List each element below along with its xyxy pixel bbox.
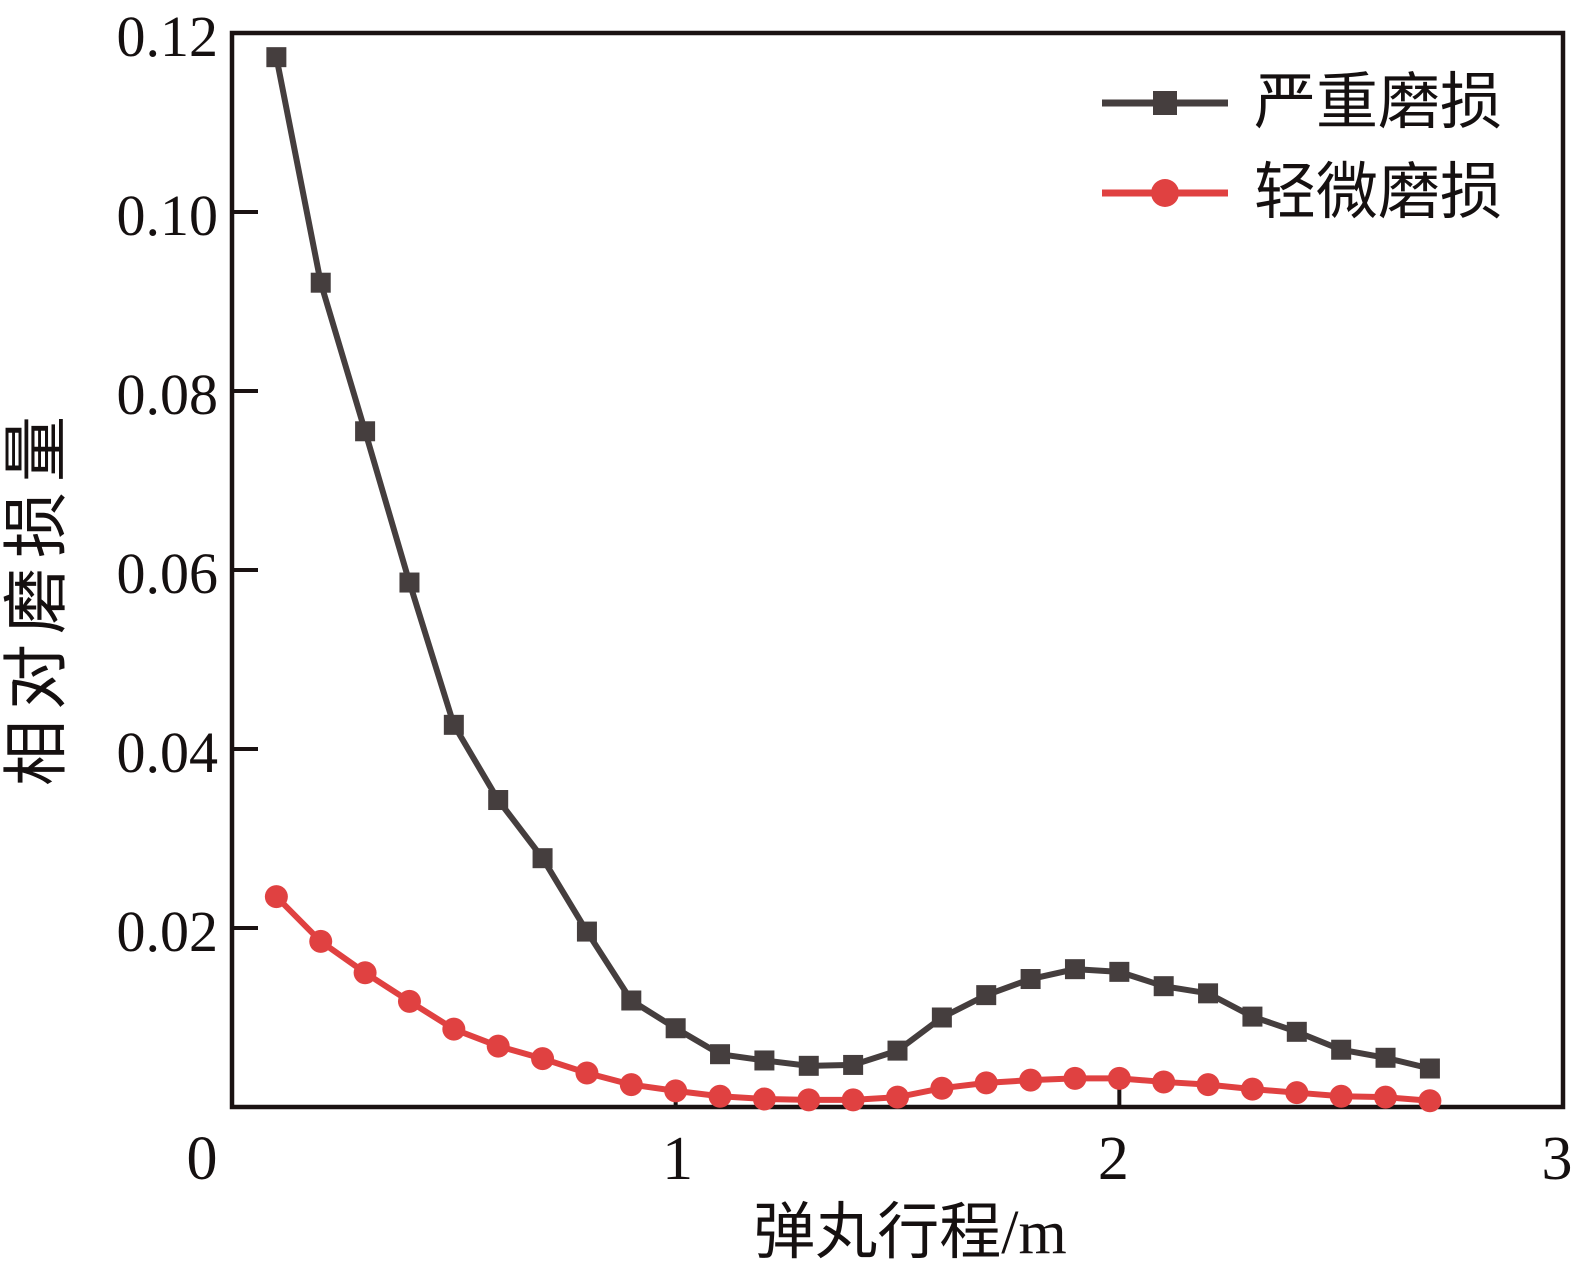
legend-swatch — [1102, 179, 1228, 207]
circle-marker — [1329, 1084, 1353, 1108]
square-marker — [976, 985, 997, 1006]
x-tick-label: 2 — [1097, 1125, 1129, 1193]
x-tick-label: 3 — [1541, 1125, 1573, 1193]
square-marker — [1153, 976, 1174, 997]
legend: 严重磨损 轻微磨损 — [1098, 72, 1502, 224]
square-marker — [1198, 983, 1219, 1004]
circle-marker — [531, 1047, 555, 1071]
square-marker — [1242, 1006, 1263, 1027]
legend-label: 轻微磨损 — [1254, 159, 1503, 227]
square-marker — [710, 1044, 731, 1065]
circle-marker — [664, 1079, 688, 1103]
square-marker — [843, 1054, 864, 1075]
circle-marker — [930, 1076, 954, 1100]
square-marker — [1109, 961, 1130, 982]
y-axis-title: 相对磨损量 — [1, 406, 74, 786]
square-marker — [310, 272, 331, 293]
circle-marker — [1152, 1070, 1176, 1094]
square-marker — [1064, 959, 1085, 980]
square-marker — [576, 921, 597, 942]
y-tick-label: 0.02 — [116, 899, 219, 964]
square-marker — [532, 848, 553, 869]
circle-marker — [353, 961, 377, 985]
circle-marker — [442, 1017, 466, 1041]
square-marker — [399, 572, 420, 593]
square-marker — [798, 1055, 819, 1076]
legend-item-0: 严重磨损 — [1098, 72, 1502, 134]
circle-marker — [575, 1061, 599, 1085]
circle-marker — [841, 1088, 865, 1112]
legend-item-1: 轻微磨损 — [1098, 162, 1502, 224]
square-marker — [665, 1018, 686, 1039]
y-tick-label: 0.12 — [116, 4, 219, 69]
y-tick-label: 0.08 — [116, 362, 219, 427]
square-marker — [621, 990, 642, 1011]
circle-marker — [1196, 1073, 1220, 1097]
legend-label: 严重磨损 — [1254, 69, 1503, 137]
square-marker — [1286, 1021, 1307, 1042]
y-tick-label: 0.04 — [116, 720, 219, 785]
square-marker — [355, 421, 376, 442]
square-marker — [1331, 1039, 1352, 1060]
circle-marker — [1240, 1077, 1264, 1101]
legend-circle-marker — [1151, 179, 1179, 207]
circle-marker — [486, 1034, 510, 1058]
x-tick-label: 0 — [186, 1125, 218, 1193]
square-marker — [1419, 1058, 1440, 1079]
circle-marker — [752, 1087, 776, 1111]
circle-marker — [1418, 1089, 1442, 1113]
circle-marker — [1019, 1068, 1043, 1092]
square-marker — [931, 1007, 952, 1028]
square-marker — [754, 1050, 775, 1071]
y-tick-label: 0.06 — [116, 541, 219, 606]
square-marker — [443, 714, 464, 735]
circle-marker — [619, 1073, 643, 1097]
x-tick-label: 1 — [662, 1125, 694, 1193]
square-marker — [1020, 969, 1041, 990]
circle-marker — [264, 885, 288, 909]
square-marker — [887, 1040, 908, 1061]
y-tick-label: 0.10 — [116, 183, 219, 248]
square-marker — [266, 47, 287, 68]
x-axis-title: 弹丸行程/m — [753, 1199, 1067, 1267]
circle-marker — [1374, 1085, 1398, 1109]
legend-square-marker — [1153, 91, 1177, 115]
square-marker — [488, 790, 509, 811]
circle-marker — [309, 929, 333, 953]
circle-marker — [1107, 1066, 1131, 1090]
circle-marker — [1063, 1066, 1087, 1090]
circle-marker — [397, 989, 421, 1013]
circle-marker — [797, 1088, 821, 1112]
circle-marker — [1285, 1081, 1309, 1105]
square-marker — [1375, 1047, 1396, 1068]
legend-swatch — [1102, 91, 1228, 115]
circle-marker — [974, 1071, 998, 1095]
circle-marker — [886, 1085, 909, 1109]
circle-marker — [708, 1084, 732, 1108]
